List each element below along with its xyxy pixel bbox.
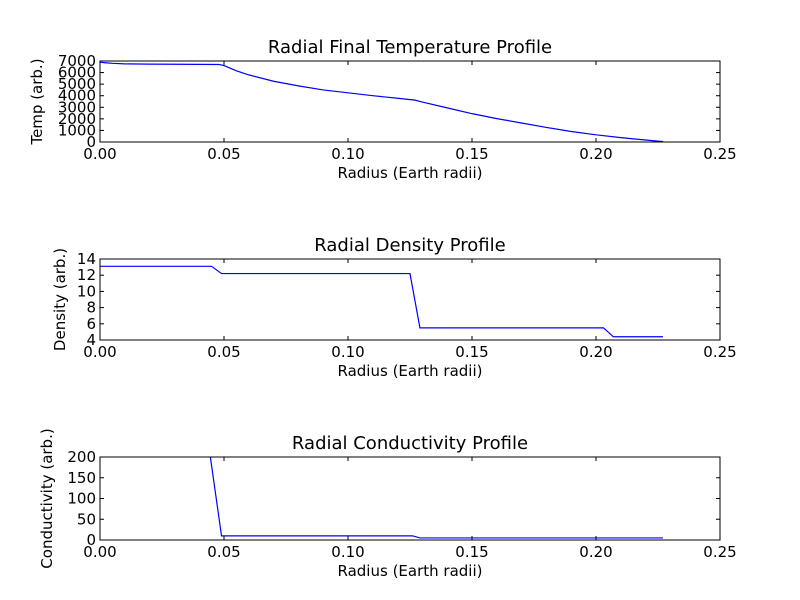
temperature-xtick-label: 0.05: [207, 145, 240, 163]
conductivity-ytick-label: 50: [77, 510, 96, 528]
density-xtick-label: 0.05: [207, 343, 240, 361]
temperature-ylabel: Temp (arb.): [28, 58, 46, 145]
density-ytick-label: 14: [77, 250, 96, 268]
density-xtick-label: 0.25: [703, 343, 736, 361]
conductivity-xtick-label: 0.15: [455, 543, 488, 561]
density-ytick-label: 10: [77, 282, 96, 300]
conductivity-ytick-label: 0: [86, 531, 96, 549]
density-xtick-label: 0.15: [455, 343, 488, 361]
temperature-ytick-label: 4000: [58, 87, 96, 105]
density-xtick-label: 0.10: [331, 343, 364, 361]
conductivity-series-line: [209, 456, 663, 539]
temperature-ytick-label: 6000: [58, 64, 96, 82]
density-plot-frame: [99, 258, 721, 341]
conductivity-xtick-label: 0.20: [579, 543, 612, 561]
conductivity-xtick-label: 0.10: [331, 543, 364, 561]
density-series-line: [100, 265, 663, 338]
temperature-chart: 0.00 0.05 0.10 0.15 0.20 0.25 0100020003000400…: [28, 37, 737, 182]
conductivity-ytick-label: 200: [67, 448, 96, 466]
temperature-ytick-label: 7000: [58, 52, 96, 70]
conductivity-ytick-label: 100: [67, 490, 96, 508]
temperature-ytick-label: 1000: [58, 121, 96, 139]
temperature-xlabel: Radius (Earth radii): [338, 164, 483, 182]
temperature-xtick-label: 0.25: [703, 145, 736, 163]
density-ytick-label: 6: [86, 315, 96, 333]
conductivity-xtick-label: 0.25: [703, 543, 736, 561]
conductivity-chart: 0.00 0.05 0.10 0.15 0.20 0.25 0 50 100 150 200 Radi…: [38, 428, 737, 580]
temperature-ytick-label: 2000: [58, 110, 96, 128]
conductivity-ylabel: Conductivity (arb.): [38, 428, 56, 568]
conductivity-xtick-label: 0.00: [83, 543, 116, 561]
conductivity-xtick-label: 0.05: [207, 543, 240, 561]
temperature-ytick-label: 5000: [58, 75, 96, 93]
density-xtick-label: 0.00: [83, 343, 116, 361]
temperature-xtick-label: 0.10: [331, 145, 364, 163]
temperature-xtick-label: 0.15: [455, 145, 488, 163]
density-xlabel: Radius (Earth radii): [338, 362, 483, 380]
temperature-series-line: [99, 61, 664, 143]
conductivity-ytick-label: 150: [67, 469, 96, 487]
density-ylabel: Density (arb.): [51, 248, 69, 351]
density-ytick-label: 8: [86, 299, 96, 317]
density-ytick-label: 4: [86, 331, 96, 349]
conductivity-plot-frame: [99, 456, 721, 541]
density-xtick-label: 0.20: [579, 343, 612, 361]
temperature-title: Radial Final Temperature Profile: [268, 37, 552, 58]
temperature-plot-frame: [99, 60, 721, 143]
conductivity-title: Radial Conductivity Profile: [292, 433, 528, 454]
temperature-ytick-label: 3000: [58, 98, 96, 116]
density-ytick-label: 12: [77, 266, 96, 284]
conductivity-xlabel: Radius (Earth radii): [338, 562, 483, 580]
density-title: Radial Density Profile: [314, 235, 505, 256]
temperature-xtick-label: 0.20: [579, 145, 612, 163]
temperature-ytick-label: 0: [86, 133, 96, 151]
temperature-xtick-label: 0.00: [83, 145, 116, 163]
